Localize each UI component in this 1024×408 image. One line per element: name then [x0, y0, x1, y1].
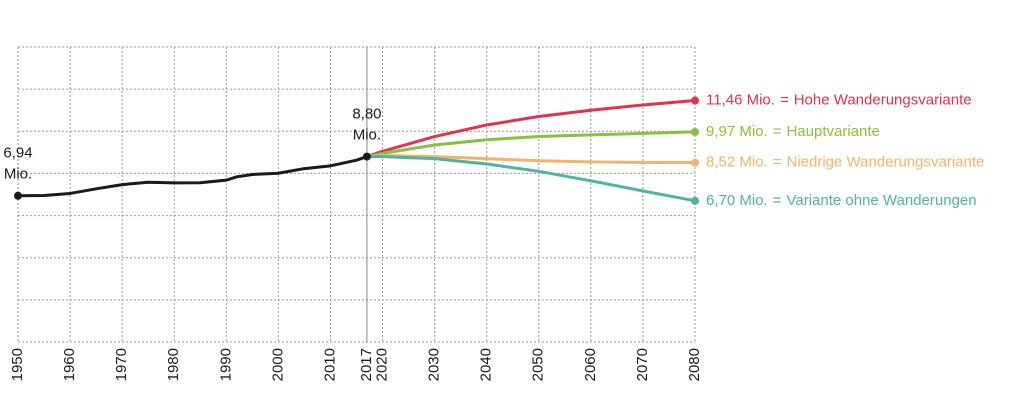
series-label: 9,97 Mio. = Hauptvariante — [706, 123, 880, 140]
x-tick-label: 1980 — [165, 348, 182, 381]
value-label: 9,97 Mio. — [706, 123, 768, 140]
line — [17, 155, 368, 198]
line — [366, 130, 696, 159]
series-label: 11,46 Mio. = Hohe Wanderungsvariante — [706, 91, 972, 108]
annotation-point — [362, 152, 371, 161]
x-tick-label: 2010 — [321, 348, 338, 381]
line — [366, 99, 696, 158]
x-tick-label: 2020 — [374, 348, 391, 381]
x-tick-label: 1950 — [9, 348, 26, 381]
x-tick-label: 2030 — [426, 348, 443, 381]
series-label: 6,70 Mio. = Variante ohne Wanderungen — [706, 192, 977, 209]
end-point — [691, 127, 699, 136]
value-label: 6,70 Mio. — [706, 192, 768, 209]
x-tick-label: 2040 — [478, 348, 495, 381]
separator: = — [780, 91, 789, 108]
value-label: 8,52 Mio. — [706, 153, 768, 170]
x-tick-label: 2017 — [358, 348, 375, 381]
x-tick-label: 1960 — [61, 348, 78, 381]
value-label: 11,46 Mio. — [706, 91, 775, 108]
separator: = — [773, 192, 782, 209]
separator: = — [773, 123, 782, 140]
end-point — [691, 96, 699, 105]
end-point — [691, 196, 699, 205]
separator: = — [773, 153, 782, 170]
x-tick-label: 2060 — [582, 348, 599, 381]
line — [366, 155, 696, 203]
x-tick-label: 2070 — [634, 348, 651, 381]
annotation-label: Mio. — [353, 127, 381, 144]
series-name: Hauptvariante — [786, 123, 879, 140]
annotation-point — [14, 191, 22, 200]
series-name: Hohe Wanderungsvariante — [794, 91, 972, 108]
x-tick-label: 2000 — [269, 348, 286, 381]
x-tick-label: 1990 — [217, 348, 234, 381]
series-name: Variante ohne Wanderungen — [786, 192, 976, 209]
annotation-label: 6,94 — [3, 145, 32, 162]
x-tick-label: 2050 — [530, 348, 547, 381]
x-tick-label: 2080 — [686, 348, 703, 381]
end-point — [691, 158, 699, 167]
annotation-label: Mio. — [4, 166, 32, 183]
series-label: 8,52 Mio. = Niedrige Wanderungsvariante — [706, 153, 984, 170]
series-name: Niedrige Wanderungsvariante — [786, 153, 984, 170]
annotation-label: 8,80 — [352, 106, 381, 123]
x-tick-label: 1970 — [113, 348, 130, 381]
